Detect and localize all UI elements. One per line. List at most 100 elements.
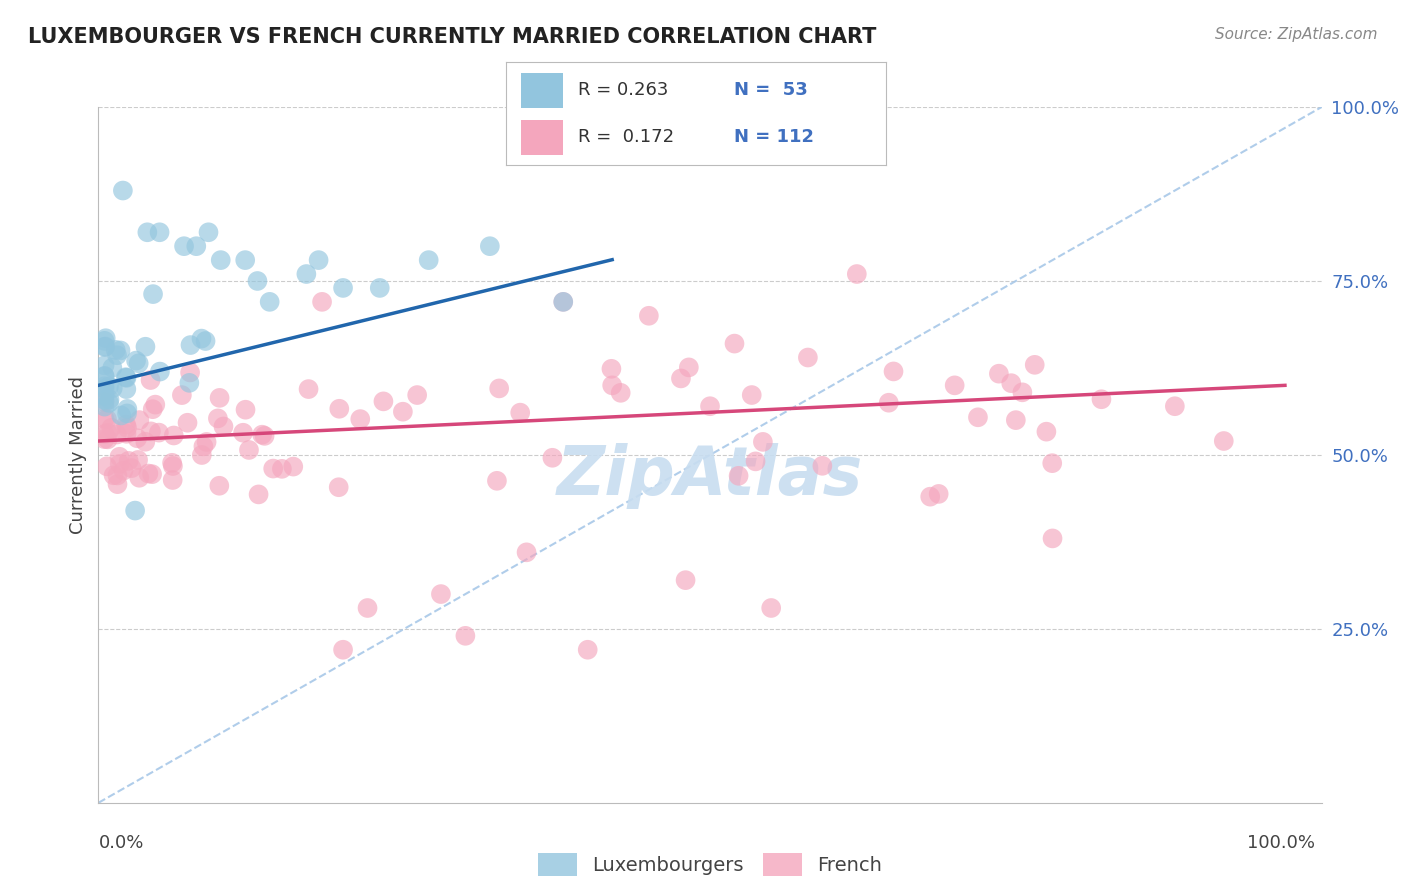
Point — [295, 267, 318, 281]
Point — [134, 340, 156, 354]
Point — [143, 398, 166, 412]
Point — [110, 343, 132, 358]
Point — [454, 629, 477, 643]
Point — [118, 454, 141, 468]
Point — [115, 370, 138, 384]
Point — [1004, 413, 1026, 427]
Point — [332, 281, 354, 295]
Point — [723, 336, 745, 351]
Point — [100, 421, 122, 435]
Text: 0.0%: 0.0% — [98, 834, 143, 852]
Text: Source: ZipAtlas.com: Source: ZipAtlas.com — [1215, 27, 1378, 42]
Point — [93, 334, 115, 348]
Point — [191, 448, 214, 462]
Point — [97, 433, 120, 447]
Point — [1212, 434, 1234, 448]
Point — [115, 417, 138, 432]
Point — [94, 331, 117, 345]
Point — [105, 427, 128, 442]
Point — [127, 431, 149, 445]
Point — [104, 343, 127, 357]
Point — [356, 601, 378, 615]
Point — [297, 382, 319, 396]
Point — [93, 400, 115, 414]
Point — [406, 388, 429, 402]
Point — [207, 411, 229, 425]
Legend: Luxembourgers, French: Luxembourgers, French — [530, 846, 890, 884]
Point — [142, 287, 165, 301]
Point — [115, 406, 138, 420]
Point — [121, 461, 143, 475]
Point — [149, 225, 172, 239]
Point — [253, 429, 276, 443]
Point — [478, 239, 501, 253]
Point — [741, 388, 763, 402]
Point — [418, 253, 440, 268]
Point — [877, 395, 900, 409]
Point — [179, 366, 201, 380]
Point — [262, 461, 284, 475]
Point — [1011, 385, 1033, 400]
Point — [170, 388, 193, 402]
Point — [488, 381, 510, 395]
Point — [162, 458, 184, 473]
Point — [139, 425, 162, 439]
Point — [368, 281, 391, 295]
Point — [176, 416, 198, 430]
Point — [125, 353, 148, 368]
Point — [270, 462, 294, 476]
Point — [93, 395, 115, 409]
Point — [235, 402, 257, 417]
Point — [669, 371, 692, 385]
Point — [208, 391, 231, 405]
Point — [160, 456, 183, 470]
Point — [987, 367, 1010, 381]
Point — [128, 471, 150, 485]
Point — [1090, 392, 1112, 407]
Point — [97, 425, 120, 440]
Point — [811, 458, 834, 473]
Point — [233, 253, 256, 268]
Text: R = 0.263: R = 0.263 — [578, 81, 669, 99]
Point — [97, 379, 120, 393]
Point — [259, 294, 281, 309]
Point — [111, 184, 134, 198]
Point — [139, 373, 162, 387]
Point — [541, 450, 564, 465]
Point — [1042, 532, 1064, 546]
Point — [238, 442, 260, 457]
Point — [928, 487, 950, 501]
Point — [209, 253, 232, 268]
Point — [124, 503, 146, 517]
Point — [93, 392, 115, 407]
Text: ZipAtlas: ZipAtlas — [557, 442, 863, 508]
Text: N =  53: N = 53 — [734, 81, 807, 99]
Point — [107, 468, 129, 483]
Point — [179, 338, 201, 352]
Point — [93, 379, 115, 393]
Point — [744, 454, 766, 468]
Point — [675, 573, 697, 587]
Point — [93, 412, 115, 426]
Point — [136, 225, 159, 239]
Point — [93, 432, 115, 446]
Point — [247, 487, 270, 501]
Point — [193, 439, 215, 453]
Point — [373, 394, 395, 409]
Point — [600, 378, 623, 392]
Text: N = 112: N = 112 — [734, 128, 814, 146]
Text: LUXEMBOURGER VS FRENCH CURRENTLY MARRIED CORRELATION CHART: LUXEMBOURGER VS FRENCH CURRENTLY MARRIED… — [28, 27, 876, 46]
Point — [134, 434, 156, 449]
Point — [163, 428, 186, 442]
Point — [250, 427, 273, 442]
Point — [845, 267, 868, 281]
Point — [149, 365, 172, 379]
Point — [110, 409, 132, 423]
Point — [162, 473, 184, 487]
Point — [197, 225, 219, 239]
Point — [485, 474, 508, 488]
Point — [108, 450, 131, 464]
Point — [96, 412, 118, 426]
Point — [173, 239, 195, 253]
Point — [117, 401, 139, 416]
